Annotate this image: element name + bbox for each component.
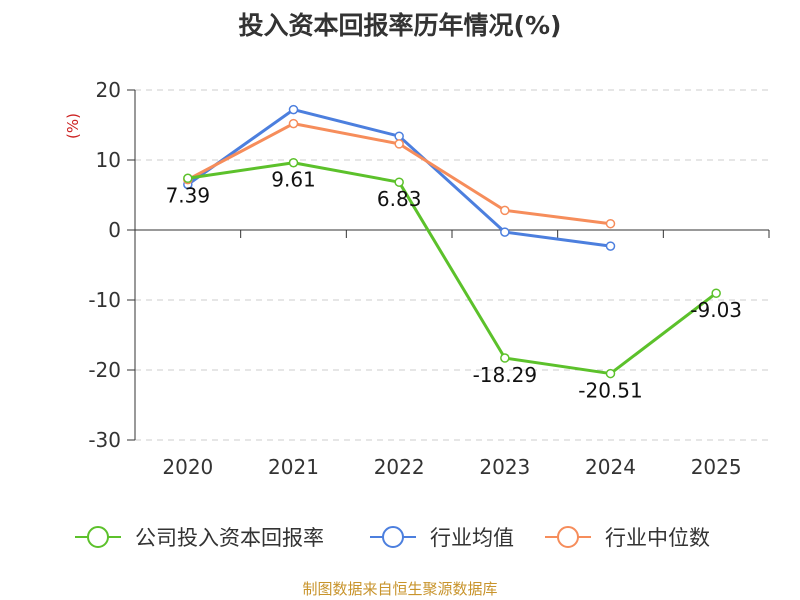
y-tick-label: 0 (108, 218, 121, 242)
x-tick-label: 2023 (479, 455, 530, 479)
data-point (183, 173, 193, 184)
data-point (288, 157, 299, 168)
x-tick-label: 2024 (585, 455, 636, 479)
data-label: -18.29 (473, 363, 537, 387)
y-axis-label: (%) (64, 113, 82, 139)
data-point (605, 241, 616, 251)
axes: 20 10 0 -10 -20 -30 2020 2021 2022 2023 2024 2025 (88, 78, 770, 479)
grid-lines (135, 89, 769, 441)
data-labels: 7.39 9.61 6.83 -18.29 -20.51 -9.03 (166, 168, 742, 403)
data-point (288, 104, 299, 115)
data-point (288, 118, 299, 129)
data-point (394, 131, 404, 141)
legend-marker (87, 526, 109, 548)
legend-marker (557, 526, 579, 548)
legend-label: 行业中位数 (605, 526, 710, 550)
data-point (500, 353, 510, 363)
legend-label: 公司投入资本回报率 (135, 526, 324, 550)
y-tick-label: -30 (88, 428, 121, 452)
data-label: 9.61 (271, 168, 316, 192)
legend-label: 行业均值 (430, 526, 514, 550)
x-tick-label: 2025 (691, 455, 742, 479)
source-note: 制图数据来自恒生聚源数据库 (302, 580, 498, 598)
legend-marker (382, 526, 404, 548)
y-tick-label: -20 (88, 358, 121, 382)
data-label: 6.83 (377, 187, 422, 211)
data-label: -20.51 (578, 379, 642, 403)
data-label: -9.03 (690, 298, 742, 322)
x-tick-label: 2021 (268, 455, 319, 479)
series-line (186, 161, 718, 376)
y-tick-label: -10 (88, 288, 121, 312)
x-tick-label: 2022 (374, 455, 425, 479)
series-lines (183, 104, 721, 379)
y-tick-label: 10 (96, 148, 121, 172)
chart-title: 投入资本回报率历年情况(%) (238, 11, 562, 40)
legend: 公司投入资本回报率 行业均值 行业中位数 (75, 526, 710, 550)
data-point (605, 368, 616, 379)
data-point (394, 177, 404, 187)
data-point (605, 218, 616, 229)
y-tick-label: 20 (96, 78, 121, 102)
data-point (500, 205, 510, 216)
data-point (500, 227, 510, 237)
data-label: 7.39 (166, 183, 211, 207)
x-tick-label: 2020 (162, 455, 213, 479)
data-point (394, 139, 404, 149)
data-point (711, 288, 721, 298)
